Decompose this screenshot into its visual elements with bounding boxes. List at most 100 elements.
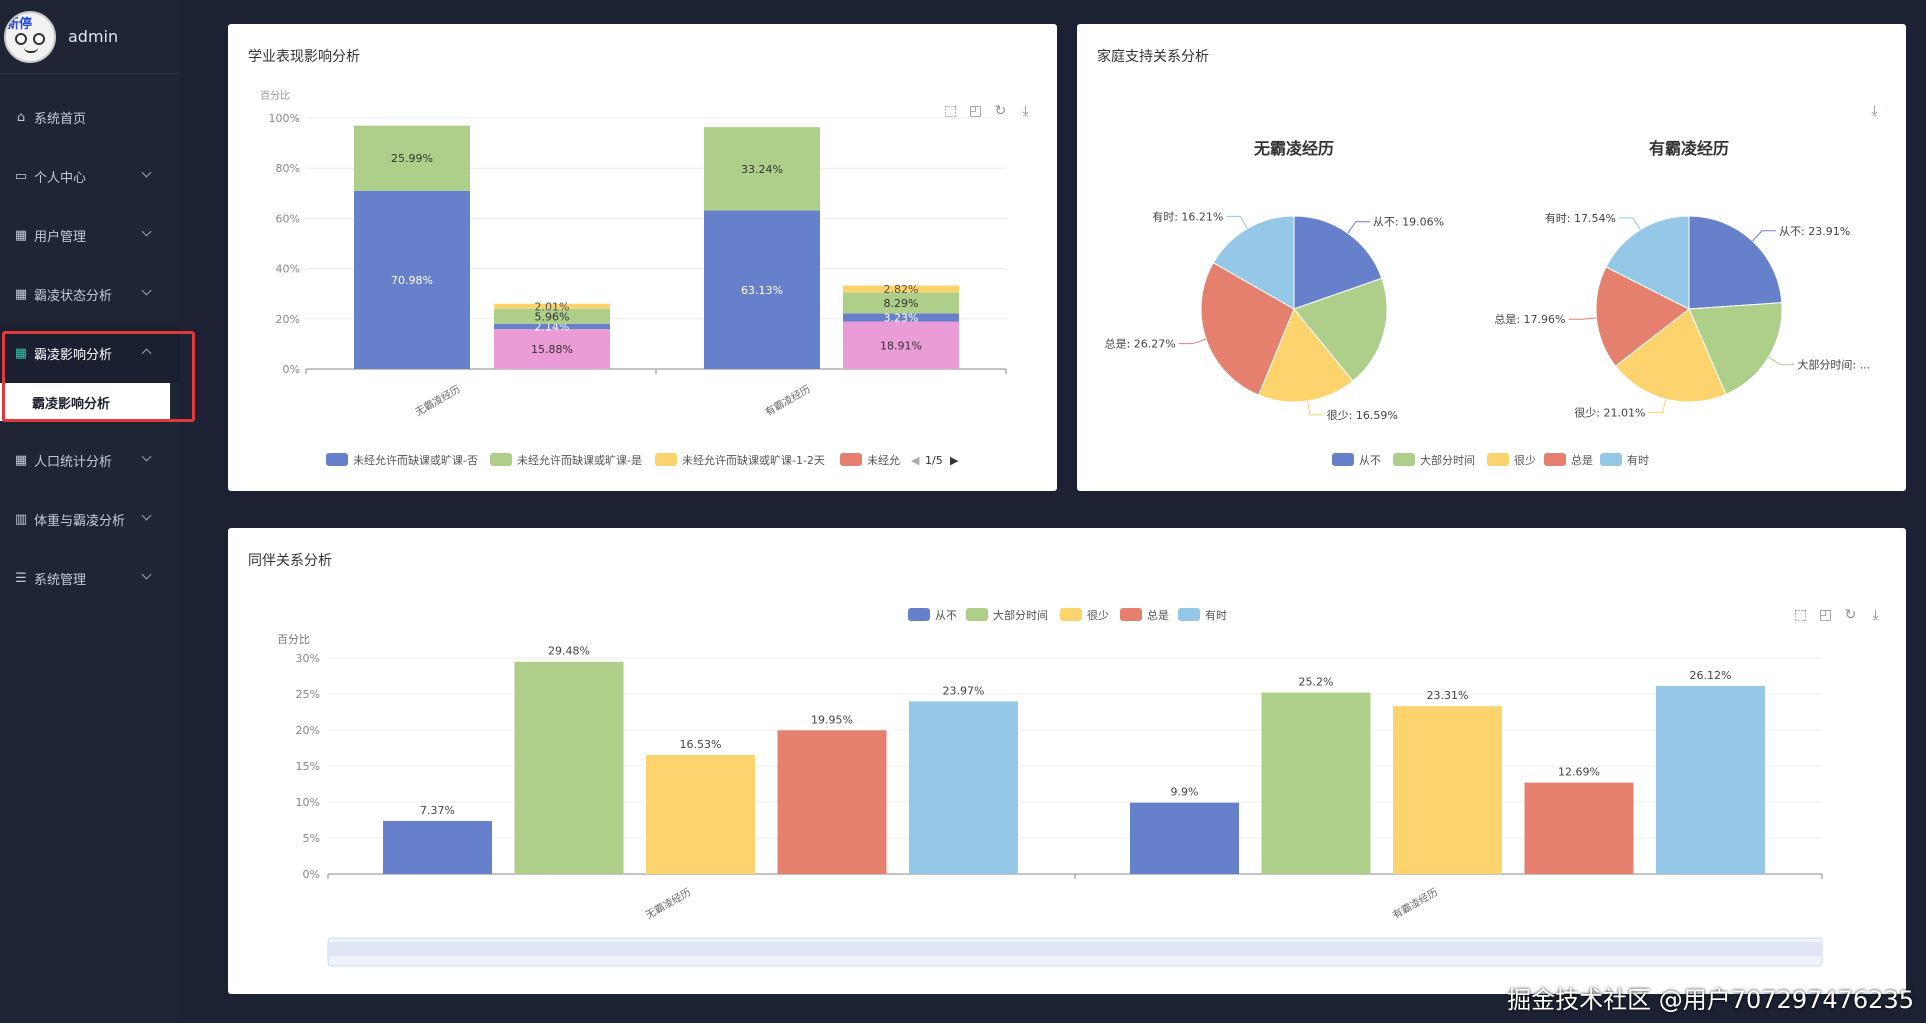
family-card: 家庭支持关系分析 ⤓ 无霸凌经历 从不: 19.06% 很少: 16.59% 总是: … [1077,24,1906,491]
menu-item-system[interactable]: ☰ 系统管理 [0,549,180,608]
legend-label: 未经允许而缺课或旷课-是 [517,453,642,467]
y-tick-label: 40% [276,263,300,276]
legend-label: 未经允许而缺课或旷课-否 [353,453,478,467]
data-label: 63.13% [741,284,783,297]
brand: 新停 admin [0,0,180,74]
stacked-bar-segment [494,323,610,330]
legend-prev-icon: ◀ [911,454,920,467]
grid-icon: ▦ [14,346,28,361]
pie-label: 很少: 16.59% [1327,408,1398,422]
avatar-tag: 新停 [6,16,33,32]
bar [646,754,755,874]
legend-swatch [490,453,512,466]
legend-label: 总是 [1571,453,1593,467]
menu-item-bully-status[interactable]: ▦ 霸凌状态分析 [0,265,180,324]
pie-title: 无霸凌经历 [1253,139,1334,158]
legend-swatch [1544,453,1566,466]
avatar-eye-right [33,32,45,45]
pie-label: 从不: 23.91% [1779,225,1850,238]
data-label: 19.95% [811,713,853,726]
legend-label: 未经允 [867,453,900,467]
refresh-icon[interactable]: ↻ [994,103,1007,119]
chevron-down-icon [141,167,152,178]
legend-swatch [1393,453,1415,466]
zoom-reset-icon[interactable]: ◰ [1818,607,1833,623]
pie-label-line [1226,215,1248,229]
chevron-down-icon [141,569,152,580]
legend-swatch [966,608,988,621]
stacked-bar-segment [704,210,820,369]
download-icon[interactable]: ⤓ [1872,607,1879,623]
menu-item-demographics[interactable]: ▦ 人口统计分析 [0,431,180,490]
stacked-bar-segment [843,321,959,369]
pie-label-line [1648,398,1667,414]
data-zoom-fill [328,942,1822,956]
academic-chart: 百分比 0% 20% 40% 60% 80% 100% 70.98% 25.99% 15.88% 2… [260,90,1007,467]
menu-item-bully-impact[interactable]: ▦ 霸凌影响分析 [0,324,180,383]
stacked-bar-segment [494,308,610,324]
legend-swatch [1332,453,1354,466]
x-tick-label: 有霸凌经历 [763,382,813,418]
sidebar-menu: ⌂ 系统首页 ▭ 个人中心 ▦ 用户管理 ▦ 霸凌状态分析 ▦ 霸凌影响分析 霸… [0,88,180,608]
refresh-icon[interactable]: ↻ [1844,607,1857,623]
menu-item-home[interactable]: ⌂ 系统首页 [0,88,180,147]
y-axis-label: 百分比 [277,633,310,646]
legend-label: 有时 [1205,608,1227,622]
y-tick-label: 30% [296,652,320,665]
bar [909,701,1018,874]
pie-label-line [1307,400,1324,416]
legend-swatch [1120,608,1142,621]
sidebar: 新停 admin ⌂ 系统首页 ▭ 个人中心 ▦ 用户管理 ▦ 霸凌状态分析 ▦ [0,0,180,1023]
menu-label: 个人中心 [34,171,87,186]
pie-label: 大部分时间: ... [1797,358,1870,372]
list-icon: ☰ [15,571,27,586]
bar [1261,692,1371,874]
data-label: 2.01% [535,300,570,313]
grid-icon: ▦ [14,287,28,302]
bar [1393,706,1502,874]
data-label: 16.53% [680,738,722,751]
data-label: 15.88% [531,343,573,356]
y-tick-label: 25% [296,688,320,701]
card-title: 家庭支持关系分析 [1097,49,1209,65]
x-tick-label: 无霸凌经历 [413,382,463,418]
pie-slice [1688,302,1783,395]
pie-label-line [1752,230,1777,242]
chevron-down-icon [141,451,152,462]
card-icon: ▭ [14,169,28,184]
zoom-reset-icon[interactable]: ◰ [968,103,983,119]
data-label: 7.37% [420,804,455,817]
menu-label: 系统首页 [34,112,87,127]
legend-label: 从不 [935,609,957,622]
zoom-icon[interactable]: ⬚ [1793,607,1808,623]
grid-icon: ▦ [14,453,28,468]
menu-label: 系统管理 [34,573,87,588]
pie-label: 从不: 19.06% [1373,216,1444,229]
menu-item-weight[interactable]: ▥ 体重与霸凌分析 [0,490,180,549]
pie-slice [1605,215,1690,310]
avatar-mouth [24,47,38,53]
legend-label: 有时 [1627,453,1649,467]
academic-card: 学业表现影响分析 ⬚ ◰ ↻ ⤓ 百分比 0% 20% 40% 60% 80% 100% 70… [228,24,1057,491]
watermark: 掘金技术社区 @用户707297476235 [1507,986,1914,1014]
y-tick-label: 20% [276,313,300,326]
submenu-bully-impact[interactable]: 霸凌影响分析 [0,383,170,421]
avatar[interactable]: 新停 [4,10,56,63]
data-label: 3.23% [884,311,919,324]
chevron-down-icon [141,510,152,521]
download-icon[interactable]: ⤓ [1871,103,1878,119]
download-icon[interactable]: ⤓ [1022,103,1029,119]
data-label: 12.69% [1558,766,1600,779]
pie-label-line [1568,317,1597,320]
menu-item-profile[interactable]: ▭ 个人中心 [0,147,180,206]
legend-swatch [1178,608,1200,621]
stacked-bar-segment [843,285,959,293]
data-label: 33.24% [741,163,783,176]
bar [1656,685,1765,874]
chart-toolbar: ⬚ ◰ ↻ ⤓ [943,104,1033,119]
zoom-icon[interactable]: ⬚ [943,103,958,119]
chevron-down-icon [141,285,152,296]
menu-item-users[interactable]: ▦ 用户管理 [0,206,180,265]
legend-label: 很少 [1514,453,1536,467]
data-label: 5.96% [535,310,570,323]
